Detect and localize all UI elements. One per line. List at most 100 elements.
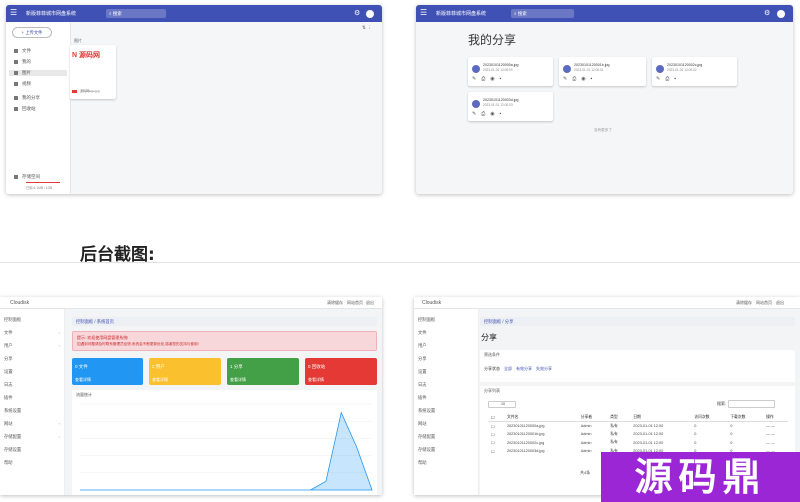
sort-icon[interactable]: ⇅ ⋮ [362, 25, 372, 30]
sidebar-item[interactable]: 存储配置 [418, 434, 436, 439]
gear-icon[interactable]: ⚙ [764, 10, 771, 17]
filter-invalid[interactable]: 失效分享 [536, 366, 552, 371]
search-input[interactable]: ⌕ 搜索 [106, 9, 166, 18]
column-header[interactable]: 访问次数 [694, 414, 710, 419]
share-card[interactable]: 20230101120002c.jpg 2023-01-01 12:00:02 … [652, 57, 737, 86]
breadcrumb: 控制面板 / 系统首页 [72, 317, 377, 326]
column-header[interactable]: 文件名 [506, 414, 519, 419]
cell: 2023-01-01 12:00 [630, 447, 691, 456]
sidebar-item[interactable]: 系统设置 [418, 408, 436, 413]
sidebar-item-images[interactable]: 图片 [9, 70, 67, 76]
sidebar-item[interactable]: 用户 [4, 343, 13, 348]
sidebar-item[interactable]: 存储设置 [418, 447, 436, 452]
sidebar-item[interactable]: 日志 [418, 382, 427, 387]
sidebar-item[interactable]: 帮助 [418, 460, 427, 465]
filter-valid[interactable]: 有效分享 [516, 366, 532, 371]
storage-icon [14, 174, 18, 179]
sidebar-item[interactable]: 日志 [4, 382, 13, 387]
sidebar-item[interactable]: 存储配置 [4, 434, 22, 439]
share-actions[interactable]: ✎⎙◉▪ [563, 76, 598, 82]
row-checkbox[interactable]: ☐ [491, 441, 495, 446]
sidebar-item[interactable]: 文件 [418, 330, 427, 335]
cell: 私有 [610, 440, 618, 445]
checkbox-header[interactable]: ☐ [491, 415, 495, 420]
list-section-title: 分享列表 [484, 388, 500, 393]
page-title: 我的分享 [468, 33, 517, 47]
cell: Admin [580, 440, 592, 445]
row-actions[interactable]: — — [766, 440, 775, 445]
sidebar-item[interactable]: 文件 [4, 330, 13, 335]
clear-cache-link[interactable]: 清除缓存 [327, 300, 343, 305]
column-header[interactable]: 日期 [633, 414, 641, 419]
upload-button[interactable]: + 上传文件 [12, 27, 52, 38]
row-checkbox[interactable]: ☐ [491, 424, 495, 429]
chevron-icon: › [58, 343, 60, 348]
sidebar-item[interactable]: 插件 [4, 395, 13, 400]
folder-label: 图片 [74, 38, 82, 43]
sidebar-item[interactable]: 存储设置 [4, 447, 22, 452]
home-link[interactable]: 网站首页 [756, 300, 772, 305]
row-actions[interactable]: — — [763, 447, 788, 456]
sidebar-item-videos[interactable]: 视频 [14, 81, 31, 87]
logout-link[interactable]: 退出 [776, 300, 784, 305]
admin-brand: Cloudisk [422, 300, 442, 306]
share-actions[interactable]: ✎⎙▪ [656, 76, 681, 82]
sidebar-item[interactable]: 插件 [418, 395, 427, 400]
stat-card-users[interactable]: 2 用户 查看详情 [149, 358, 221, 385]
stat-card-files[interactable]: 0 文件 查看详情 [72, 358, 143, 385]
clear-cache-link[interactable]: 清除缓存 [736, 300, 752, 305]
sidebar-item-shares[interactable]: 我的分享 [14, 95, 40, 101]
storage-usage: 已用 6.1MB / 1GB [26, 186, 53, 190]
sidebar-item[interactable]: 帮助 [4, 460, 13, 465]
image-icon [472, 65, 480, 73]
sidebar-item[interactable]: 网站 [4, 421, 13, 426]
column-header[interactable]: 类型 [610, 414, 618, 419]
avatar[interactable] [366, 10, 374, 18]
sidebar-item[interactable]: 设置 [418, 369, 427, 374]
avatar[interactable] [777, 10, 785, 18]
menu-icon[interactable]: ☰ [10, 8, 18, 17]
sidebar-item[interactable]: 网站 [418, 421, 427, 426]
stat-card-shares[interactable]: 1 分享 查看详情 [227, 358, 299, 385]
row-actions[interactable]: — — [766, 424, 775, 428]
cell: Admin [580, 424, 592, 428]
sidebar-item[interactable]: 控制面板 [4, 317, 22, 322]
front-file-screenshot: ☰ 新版菲菲城市网盘系统 ⌕ 搜索 ⚙ + 上传文件 文件 我的 图片 视频 我… [6, 5, 382, 194]
share-card[interactable]: 20230101120001b.jpg 2023-01-01 12:00:01 … [559, 57, 646, 86]
search-input[interactable]: ⌕ 搜索 [511, 9, 574, 18]
filter-section-title: 筛选条件 [484, 352, 500, 357]
home-link[interactable]: 网站首页 [347, 300, 363, 305]
column-header[interactable]: 下载次数 [730, 414, 746, 419]
sidebar-item-trash[interactable]: 回收站 [14, 106, 36, 112]
sidebar-item-mine[interactable]: 我的 [14, 59, 31, 65]
cell: 私有 [610, 448, 618, 453]
gear-icon[interactable]: ⚙ [354, 10, 361, 17]
column-header[interactable]: 分享者 [580, 414, 593, 419]
sidebar-item[interactable]: 系统设置 [4, 408, 22, 413]
table-footer: 共4条 [580, 470, 591, 475]
menu-icon[interactable]: ☰ [420, 8, 428, 17]
filter-all[interactable]: 全部 [504, 366, 512, 371]
table-header-row: ☐ 文件名 分享者 类型 日期 访问次数 下载次数 操作 [488, 413, 788, 422]
sidebar-item[interactable]: 设置 [4, 369, 13, 374]
logout-link[interactable]: 退出 [366, 300, 374, 305]
share-actions[interactable]: ✎⎙◉▪ [472, 111, 507, 117]
share-card[interactable]: 20230101120003d.jpg 2023-01-01 12:00:03 … [468, 92, 553, 121]
sidebar-item[interactable]: 用户 [418, 343, 427, 348]
share-card[interactable]: 20230101120000a.jpg 2023-01-01 12:00:00 … [468, 57, 553, 86]
page-size-select[interactable]: 10 [488, 401, 516, 408]
sidebar-item[interactable]: 控制面板 [418, 317, 436, 322]
sidebar-item[interactable]: 分享 [4, 356, 13, 361]
table-search-input[interactable] [728, 400, 775, 408]
row-checkbox[interactable]: ☐ [491, 432, 495, 437]
stat-card-trash[interactable]: 0 回收站 查看详情 [305, 358, 377, 385]
image-icon [563, 65, 571, 73]
sidebar-item-files[interactable]: 文件 [14, 48, 31, 54]
sidebar-item[interactable]: 分享 [418, 356, 427, 361]
file-tile[interactable]: N 源码网 源码网logo.jpg [70, 45, 116, 99]
share-date: 2023-01-01 12:00:02 [667, 68, 697, 72]
row-actions[interactable]: — — [766, 432, 775, 437]
image-icon [656, 65, 664, 73]
share-actions[interactable]: ✎⎙◉▪ [472, 76, 507, 82]
row-checkbox[interactable]: ☐ [491, 449, 495, 454]
